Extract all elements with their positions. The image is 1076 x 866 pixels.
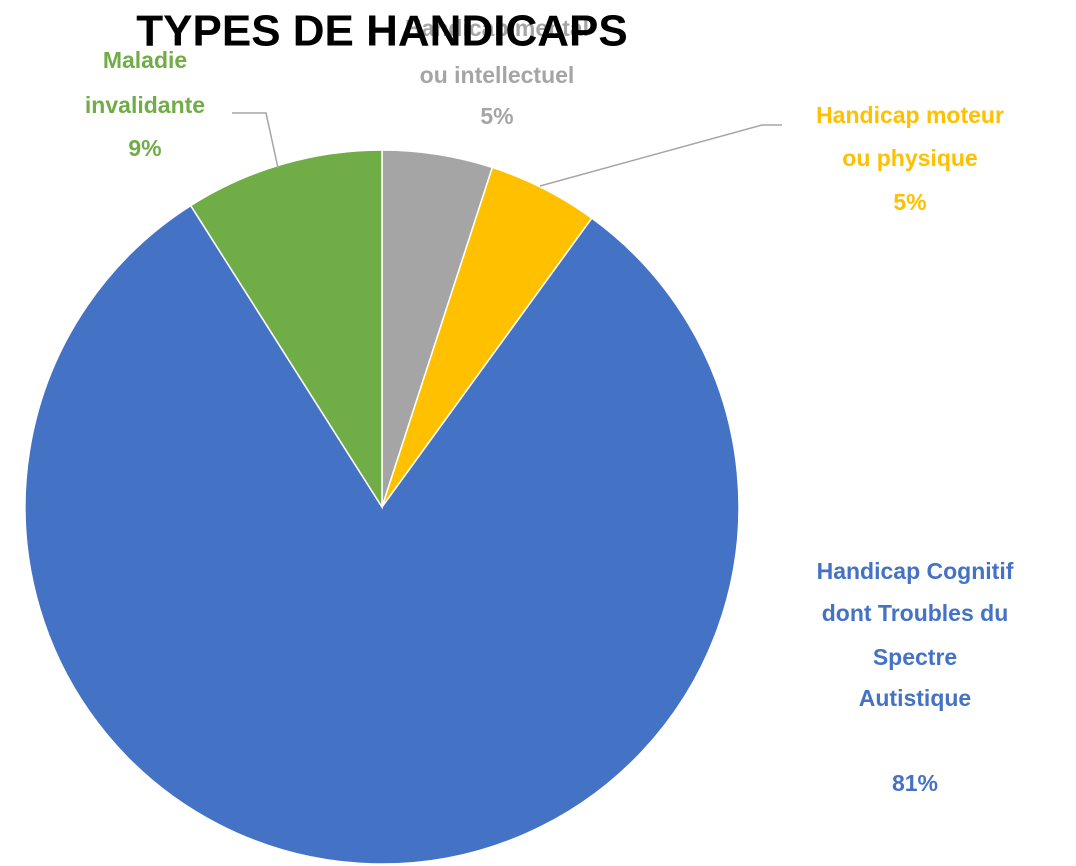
slice-label: Maladie invalidante <box>85 47 205 118</box>
leader-line <box>232 112 279 169</box>
pie-slice <box>24 204 740 865</box>
label-line: Handicap moteur <box>816 102 1004 128</box>
slice-label: Handicap Cognitif dont Troubles du Spectre… <box>817 558 1014 711</box>
value-label: 9% <box>128 135 161 161</box>
label-line: Handicap Cognitif <box>817 558 1014 584</box>
label-line: Maladie <box>103 47 187 73</box>
label-line: Spectre <box>873 644 957 670</box>
value-label: 81% <box>892 770 938 796</box>
label-line: Handicap mental <box>405 15 589 41</box>
pie-slice <box>189 149 383 510</box>
label-line: Autistique <box>859 685 971 711</box>
label-line: dont Troubles du <box>822 600 1009 626</box>
leader-line <box>539 124 782 187</box>
value-label: 5% <box>893 189 926 215</box>
chart-title: TYPES DE HANDICAPS <box>136 7 627 56</box>
value-label: 5% <box>480 103 513 129</box>
label-line: invalidante <box>85 92 205 118</box>
slice-label: Handicap moteur ou physique <box>816 102 1004 171</box>
label-line: ou physique <box>842 145 977 171</box>
slice-label: Handicap mental ou intellectuel <box>405 15 589 88</box>
label-line: ou intellectuel <box>420 62 575 88</box>
